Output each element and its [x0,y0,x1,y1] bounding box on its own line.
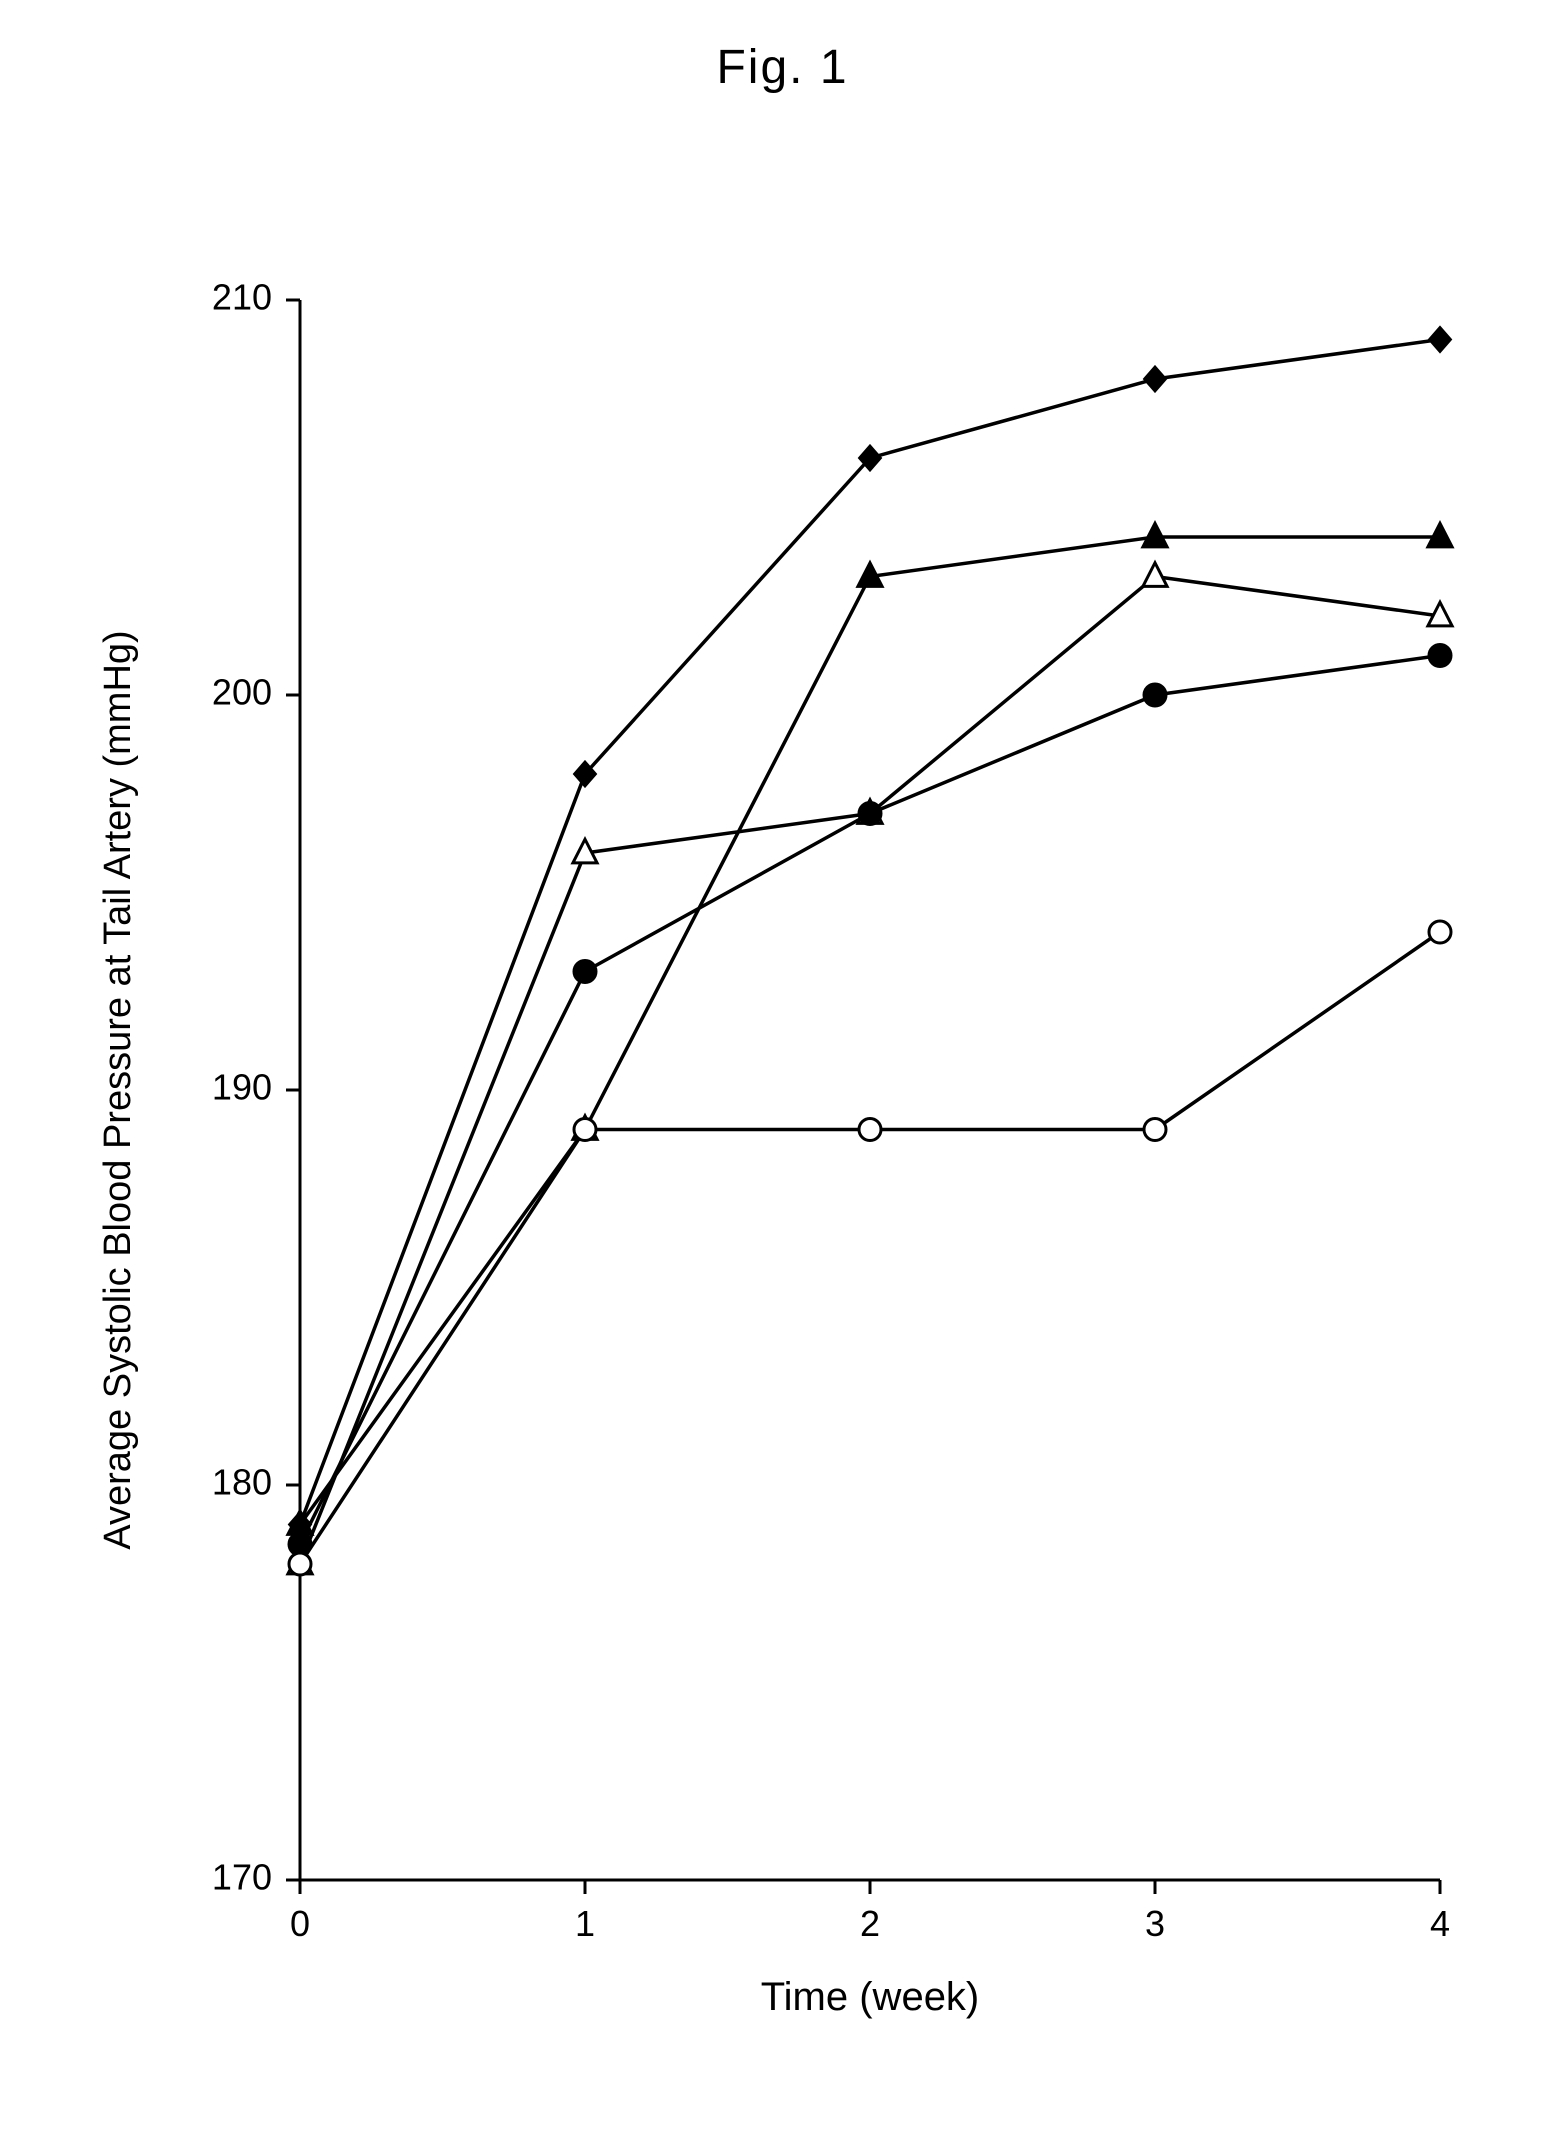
series-line-triangle-filled [300,537,1440,1525]
y-tick-label: 200 [212,672,272,713]
marker-diamond-filled [1429,327,1451,352]
marker-circle-open [859,1119,881,1141]
marker-circle-open [1429,921,1451,943]
marker-circle-open [289,1553,311,1575]
y-axis-label: Average Systolic Blood Pressure at Tail … [97,630,139,1549]
y-tick-label: 210 [212,277,272,318]
series-line-circle-open [300,932,1440,1564]
x-tick-label: 3 [1145,1903,1165,1944]
chart-svg: 170 180 190 200 210 0 1 2 3 4 Time (week) Average S… [80,260,1480,2060]
marker-diamond-filled [1144,366,1166,391]
y-tick-label: 180 [212,1462,272,1503]
x-tick-label: 1 [575,1903,595,1944]
x-tick-label: 0 [290,1903,310,1944]
page: Fig. 1 170 180 190 200 210 0 1 2 3 4 Time (week) Av… [0,0,1565,2147]
y-tick-label: 170 [212,1857,272,1898]
series-line-diamond-filled [300,340,1440,1525]
marker-triangle-filled [1143,523,1167,547]
marker-circle-open [574,1119,596,1141]
series-line-circle-filled [300,656,1440,1545]
figure-title: Fig. 1 [0,40,1565,95]
x-tick-label: 4 [1430,1903,1450,1944]
y-tick-label: 190 [212,1067,272,1108]
marker-circle-filled [859,803,881,825]
marker-circle-filled [574,961,596,983]
x-axis-label: Time (week) [761,1975,980,2019]
marker-circle-filled [1429,645,1451,667]
marker-circle-filled [1144,684,1166,706]
marker-circle-open [1144,1119,1166,1141]
marker-triangle-open [1143,563,1167,587]
x-tick-label: 2 [860,1903,880,1944]
chart-container: 170 180 190 200 210 0 1 2 3 4 Time (week) Average S… [80,260,1480,2060]
marker-triangle-filled [1428,523,1452,547]
